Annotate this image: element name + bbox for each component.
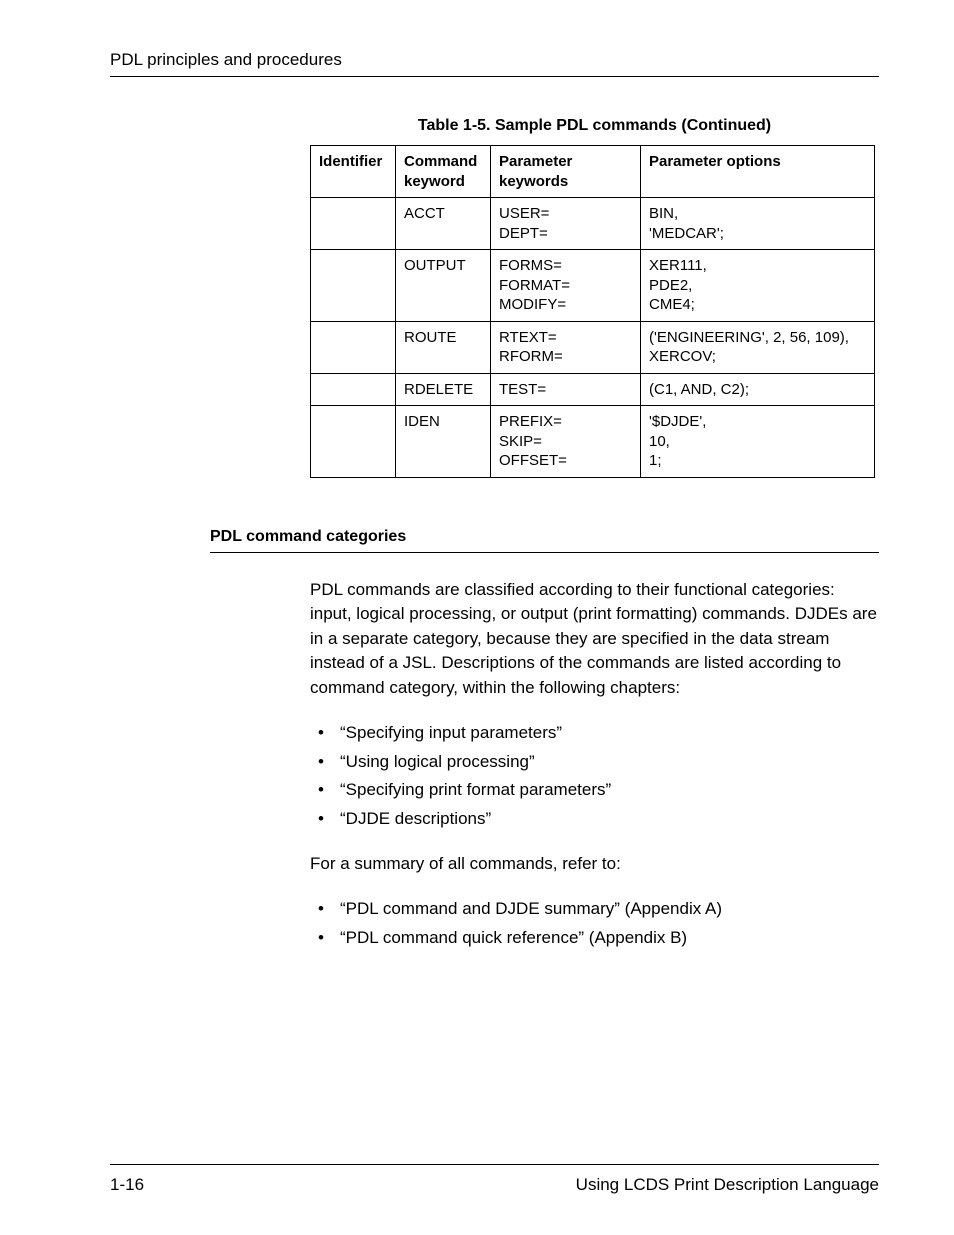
table-cell: RTEXT= RFORM= bbox=[491, 321, 641, 373]
appendix-list: “PDL command and DJDE summary” (Appendix… bbox=[310, 895, 879, 953]
table-cell: USER= DEPT= bbox=[491, 198, 641, 250]
list-item: “PDL command quick reference” (Appendix … bbox=[310, 924, 879, 953]
table-cell: ROUTE bbox=[396, 321, 491, 373]
table-cell bbox=[311, 250, 396, 322]
table-row: IDENPREFIX= SKIP= OFFSET='$DJDE', 10, 1; bbox=[311, 406, 875, 478]
table-cell: ACCT bbox=[396, 198, 491, 250]
table-cell bbox=[311, 321, 396, 373]
list-item: “DJDE descriptions” bbox=[310, 805, 879, 834]
table-cell: (C1, AND, C2); bbox=[641, 373, 875, 406]
table-cell: PREFIX= SKIP= OFFSET= bbox=[491, 406, 641, 478]
table-cell: IDEN bbox=[396, 406, 491, 478]
footer-title: Using LCDS Print Description Language bbox=[576, 1175, 879, 1195]
list-item: “Specifying print format parameters” bbox=[310, 776, 879, 805]
section-paragraph-2: For a summary of all commands, refer to: bbox=[310, 852, 879, 877]
table-row: ROUTERTEXT= RFORM=('ENGINEERING', 2, 56,… bbox=[311, 321, 875, 373]
table-cell: BIN, 'MEDCAR'; bbox=[641, 198, 875, 250]
chapter-list: “Specifying input parameters”“Using logi… bbox=[310, 719, 879, 835]
table-cell: XER111, PDE2, CME4; bbox=[641, 250, 875, 322]
table-cell bbox=[311, 406, 396, 478]
table-header-row: Identifier Command keyword Parameter key… bbox=[311, 146, 875, 198]
page-header: PDL principles and procedures bbox=[110, 50, 879, 77]
table-cell bbox=[311, 373, 396, 406]
table-row: OUTPUTFORMS= FORMAT= MODIFY=XER111, PDE2… bbox=[311, 250, 875, 322]
table-cell bbox=[311, 198, 396, 250]
table-cell: ('ENGINEERING', 2, 56, 109), XERCOV; bbox=[641, 321, 875, 373]
col-parameter-options: Parameter options bbox=[641, 146, 875, 198]
table-row: ACCTUSER= DEPT=BIN, 'MEDCAR'; bbox=[311, 198, 875, 250]
table-cell: RDELETE bbox=[396, 373, 491, 406]
list-item: “Specifying input parameters” bbox=[310, 719, 879, 748]
pdl-commands-table: Identifier Command keyword Parameter key… bbox=[310, 145, 875, 478]
table-cell: FORMS= FORMAT= MODIFY= bbox=[491, 250, 641, 322]
section-paragraph-1: PDL commands are classified according to… bbox=[310, 578, 879, 701]
table-cell: OUTPUT bbox=[396, 250, 491, 322]
table-caption: Table 1-5. Sample PDL commands (Continue… bbox=[310, 117, 879, 135]
table-cell: '$DJDE', 10, 1; bbox=[641, 406, 875, 478]
table-wrap: Table 1-5. Sample PDL commands (Continue… bbox=[310, 117, 879, 478]
col-parameter-keywords: Parameter keywords bbox=[491, 146, 641, 198]
col-identifier: Identifier bbox=[311, 146, 396, 198]
table-cell: TEST= bbox=[491, 373, 641, 406]
page-number: 1-16 bbox=[110, 1175, 144, 1195]
page-footer: 1-16 Using LCDS Print Description Langua… bbox=[110, 1164, 879, 1195]
section-heading: PDL command categories bbox=[210, 528, 879, 553]
list-item: “Using logical processing” bbox=[310, 748, 879, 777]
list-item: “PDL command and DJDE summary” (Appendix… bbox=[310, 895, 879, 924]
table-row: RDELETETEST=(C1, AND, C2); bbox=[311, 373, 875, 406]
col-command-keyword: Command keyword bbox=[396, 146, 491, 198]
